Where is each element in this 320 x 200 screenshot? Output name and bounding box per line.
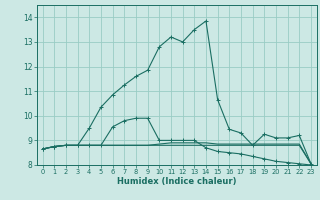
X-axis label: Humidex (Indice chaleur): Humidex (Indice chaleur): [117, 177, 236, 186]
